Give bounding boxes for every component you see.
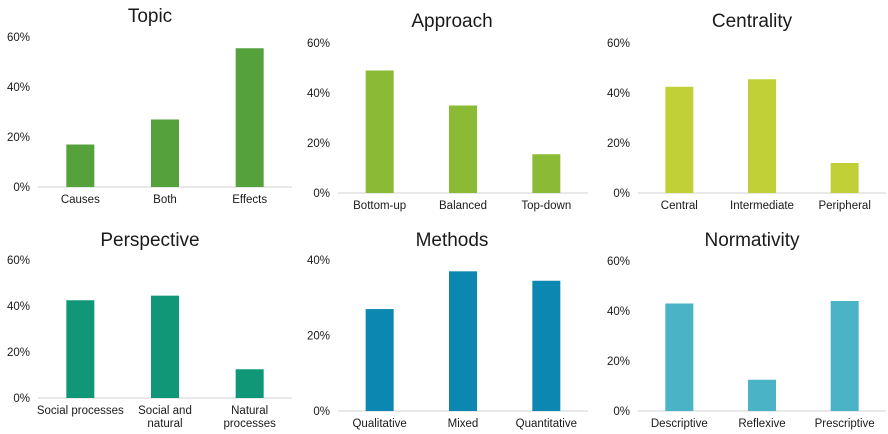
x-tick-label: natural xyxy=(147,418,182,430)
bar xyxy=(665,303,694,411)
x-tick-label: Quantitative xyxy=(516,418,577,430)
bar xyxy=(151,295,179,398)
bar xyxy=(365,309,394,411)
bar xyxy=(748,379,776,411)
y-tick-label: 40% xyxy=(307,88,330,100)
y-tick-label: 40% xyxy=(307,255,330,267)
x-tick-label: Effects xyxy=(232,194,267,206)
y-tick-label: 40% xyxy=(607,88,630,100)
bar xyxy=(665,86,694,193)
y-tick-label: 60% xyxy=(307,38,330,50)
chart-title: Approach xyxy=(411,11,492,32)
x-tick-label: processes xyxy=(223,418,276,430)
y-tick-label: 20% xyxy=(7,132,30,144)
y-tick-label: 40% xyxy=(7,82,30,94)
bar xyxy=(235,48,264,187)
bar xyxy=(66,300,95,398)
bar xyxy=(151,119,179,187)
y-tick-label: 40% xyxy=(7,301,30,313)
x-tick-label: Mixed xyxy=(448,418,479,430)
bar xyxy=(830,163,859,193)
x-tick-label: Top-down xyxy=(521,200,571,212)
x-tick-label: Peripheral xyxy=(818,200,870,212)
chart-title: Normativity xyxy=(704,230,800,251)
x-tick-label: Both xyxy=(153,194,177,206)
chart-title: Methods xyxy=(416,230,489,251)
chart-title: Centrality xyxy=(712,11,793,32)
y-tick-label: 0% xyxy=(13,393,30,405)
bar xyxy=(532,154,561,193)
x-tick-label: Natural xyxy=(231,405,268,417)
y-tick-label: 0% xyxy=(613,406,630,418)
x-tick-label: Descriptive xyxy=(651,418,708,430)
bar xyxy=(235,369,264,398)
y-tick-label: 20% xyxy=(7,347,30,359)
y-tick-label: 60% xyxy=(7,32,30,44)
y-tick-label: 0% xyxy=(13,182,30,194)
bar xyxy=(449,271,477,411)
x-tick-label: Social and xyxy=(138,405,192,417)
chart-title: Perspective xyxy=(100,230,199,251)
x-tick-label: Central xyxy=(661,200,698,212)
bar xyxy=(748,79,776,193)
y-tick-label: 60% xyxy=(607,256,630,268)
y-tick-label: 20% xyxy=(307,331,330,343)
y-tick-label: 60% xyxy=(7,255,30,267)
bar xyxy=(365,70,394,193)
x-tick-label: Bottom-up xyxy=(353,200,406,212)
x-tick-label: Prescriptive xyxy=(815,418,875,430)
y-tick-label: 20% xyxy=(307,138,330,150)
x-tick-label: Qualitative xyxy=(352,418,406,430)
x-tick-label: Balanced xyxy=(439,200,487,212)
x-tick-label: Intermediate xyxy=(730,200,794,212)
x-tick-label: Causes xyxy=(61,194,100,206)
bar xyxy=(449,105,477,193)
y-tick-label: 20% xyxy=(607,138,630,150)
y-tick-label: 0% xyxy=(313,406,330,418)
bar xyxy=(66,144,95,187)
y-tick-label: 0% xyxy=(613,188,630,200)
y-tick-label: 40% xyxy=(607,306,630,318)
y-tick-label: 20% xyxy=(607,356,630,368)
y-tick-label: 60% xyxy=(607,38,630,50)
bar xyxy=(830,301,859,411)
chart-title: Topic xyxy=(128,6,172,27)
x-tick-label: Reflexive xyxy=(738,418,785,430)
x-tick-label: Social processes xyxy=(37,405,124,417)
y-tick-label: 0% xyxy=(313,188,330,200)
bar xyxy=(532,280,561,411)
